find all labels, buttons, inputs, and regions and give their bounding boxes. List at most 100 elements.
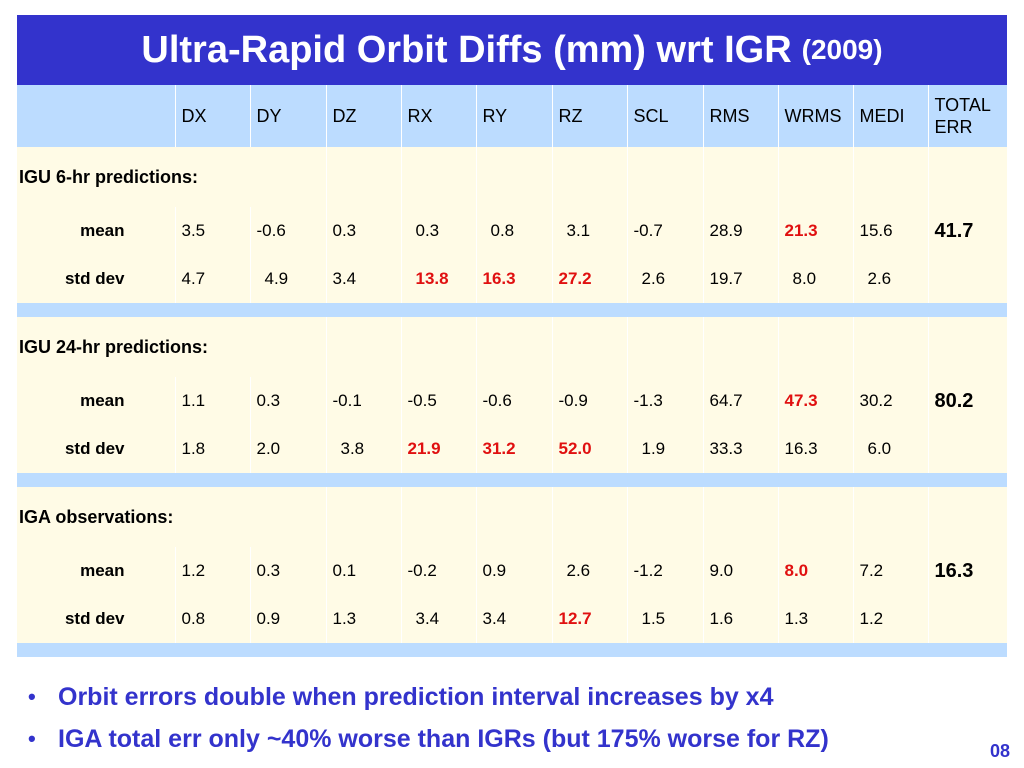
- cell-value: 1.2: [852, 595, 928, 643]
- cell-value: 7.2: [852, 547, 928, 595]
- bullet-item: • Orbit errors double when prediction in…: [28, 676, 988, 718]
- cell-value: 1.5: [626, 595, 703, 643]
- row-label-std-dev: std dev: [64, 439, 125, 458]
- cell-value: -1.3: [626, 377, 703, 425]
- cell-value-highlight: 12.7: [551, 595, 627, 643]
- cell-value: 0.3: [325, 207, 401, 255]
- cell-value: 64.7: [702, 377, 778, 425]
- table-row: std dev 1.8 2.0 3.8 21.9 31.2 52.0 1.9 3…: [17, 425, 1007, 473]
- cell-value: 1.9: [626, 425, 703, 473]
- cell-value: 9.0: [702, 547, 778, 595]
- cell-value: 30.2: [852, 377, 928, 425]
- bullet-list: • Orbit errors double when prediction in…: [28, 676, 988, 760]
- slide-title-year: (2009): [801, 34, 883, 65]
- header-ry: RY: [475, 85, 552, 147]
- cell-value: 16.3: [777, 425, 853, 473]
- section-label: IGA observations:: [19, 506, 174, 527]
- cell-value: -0.9: [551, 377, 627, 425]
- total-err-value: 16.3: [927, 547, 1007, 595]
- cell-value: 28.9: [702, 207, 778, 255]
- section-row: IGU 24-hr predictions:: [17, 317, 1007, 377]
- cell-value: 2.6: [852, 255, 928, 303]
- cell-value: 3.1: [551, 207, 627, 255]
- section-label: IGU 6-hr predictions:: [19, 166, 199, 187]
- cell-value: 3.5: [174, 207, 250, 255]
- header-scl: SCL: [626, 85, 703, 147]
- orbit-diffs-table: DX DY DZ RX RY RZ SCL RMS WRMS MEDI TOTA…: [17, 85, 1007, 657]
- cell-value: 6.0: [852, 425, 928, 473]
- cell-value: 2.0: [249, 425, 326, 473]
- header-dy: DY: [249, 85, 326, 147]
- cell-value: 4.7: [174, 255, 250, 303]
- cell-value: 2.6: [551, 547, 627, 595]
- header-total-line1: TOTAL: [934, 95, 991, 115]
- cell-value: 0.3: [249, 377, 326, 425]
- cell-value: -1.2: [626, 547, 703, 595]
- cell-value: 0.8: [475, 207, 552, 255]
- page-number: 08: [989, 741, 1010, 761]
- total-err-value: 41.7: [927, 207, 1007, 255]
- cell-value: 0.3: [249, 547, 326, 595]
- table-row: mean 3.5 -0.6 0.3 0.3 0.8 3.1 -0.7 28.9 …: [17, 207, 1007, 255]
- slide-title: Ultra-Rapid Orbit Diffs (mm) wrt IGR: [141, 28, 792, 71]
- cell-value: 1.1: [174, 377, 250, 425]
- table-row: std dev 0.8 0.9 1.3 3.4 3.4 12.7 1.5 1.6…: [17, 595, 1007, 643]
- cell-value: 19.7: [702, 255, 778, 303]
- cell-value: 0.8: [174, 595, 250, 643]
- header-blank: [17, 85, 175, 147]
- cell-value-highlight: 52.0: [551, 425, 627, 473]
- row-label-mean: mean: [80, 561, 125, 580]
- slide-title-bar: Ultra-Rapid Orbit Diffs (mm) wrt IGR (20…: [17, 15, 1007, 85]
- row-label-std-dev: std dev: [64, 609, 125, 628]
- table-row: mean 1.1 0.3 -0.1 -0.5 -0.6 -0.9 -1.3 64…: [17, 377, 1007, 425]
- cell-value-highlight: 13.8: [400, 255, 476, 303]
- cell-value-highlight: 8.0: [777, 547, 853, 595]
- bullet-icon: •: [28, 726, 36, 751]
- cell-value: 1.6: [702, 595, 778, 643]
- cell-value: -0.7: [626, 207, 703, 255]
- header-rx: RX: [400, 85, 476, 147]
- cell-value: 0.3: [400, 207, 476, 255]
- bullet-text: Orbit errors double when prediction inte…: [58, 682, 774, 711]
- row-label-std-dev: std dev: [64, 269, 125, 288]
- cell-value-highlight: 47.3: [777, 377, 853, 425]
- section-separator: [17, 303, 1007, 317]
- cell-value-highlight: 21.3: [777, 207, 853, 255]
- cell-value-highlight: 16.3: [475, 255, 552, 303]
- section-row: IGA observations:: [17, 487, 1007, 547]
- cell-value: 1.2: [174, 547, 250, 595]
- header-rz: RZ: [551, 85, 627, 147]
- cell-value: -0.1: [325, 377, 401, 425]
- cell-value: 15.6: [852, 207, 928, 255]
- section-label: IGU 24-hr predictions:: [19, 336, 209, 357]
- table-header-row: DX DY DZ RX RY RZ SCL RMS WRMS MEDI TOTA…: [17, 85, 1007, 147]
- total-err-value: 80.2: [927, 377, 1007, 425]
- bullet-icon: •: [28, 684, 36, 709]
- cell-value: 3.4: [400, 595, 476, 643]
- cell-value-highlight: 21.9: [400, 425, 476, 473]
- cell-value: 0.9: [475, 547, 552, 595]
- header-total-line2: ERR: [934, 117, 973, 137]
- cell-value-highlight: 27.2: [551, 255, 627, 303]
- cell-value: 33.3: [702, 425, 778, 473]
- cell-value: 1.3: [777, 595, 853, 643]
- cell-value: -0.6: [475, 377, 552, 425]
- cell-value: -0.6: [249, 207, 326, 255]
- cell-value: 8.0: [777, 255, 853, 303]
- header-total-err: TOTAL ERR: [927, 85, 1007, 147]
- cell-value: 3.4: [325, 255, 401, 303]
- table-row: mean 1.2 0.3 0.1 -0.2 0.9 2.6 -1.2 9.0 8…: [17, 547, 1007, 595]
- header-wrms: WRMS: [777, 85, 853, 147]
- cell-value: 2.6: [626, 255, 703, 303]
- row-label-mean: mean: [80, 221, 125, 240]
- section-row: IGU 6-hr predictions:: [17, 147, 1007, 207]
- header-dx: DX: [174, 85, 250, 147]
- header-rms: RMS: [702, 85, 778, 147]
- cell-value-highlight: 31.2: [475, 425, 552, 473]
- cell-value: -0.5: [400, 377, 476, 425]
- cell-value: 3.4: [475, 595, 552, 643]
- cell-value: -0.2: [400, 547, 476, 595]
- table-row: std dev 4.7 4.9 3.4 13.8 16.3 27.2 2.6 1…: [17, 255, 1007, 303]
- header-dz: DZ: [325, 85, 401, 147]
- cell-value: 3.8: [325, 425, 401, 473]
